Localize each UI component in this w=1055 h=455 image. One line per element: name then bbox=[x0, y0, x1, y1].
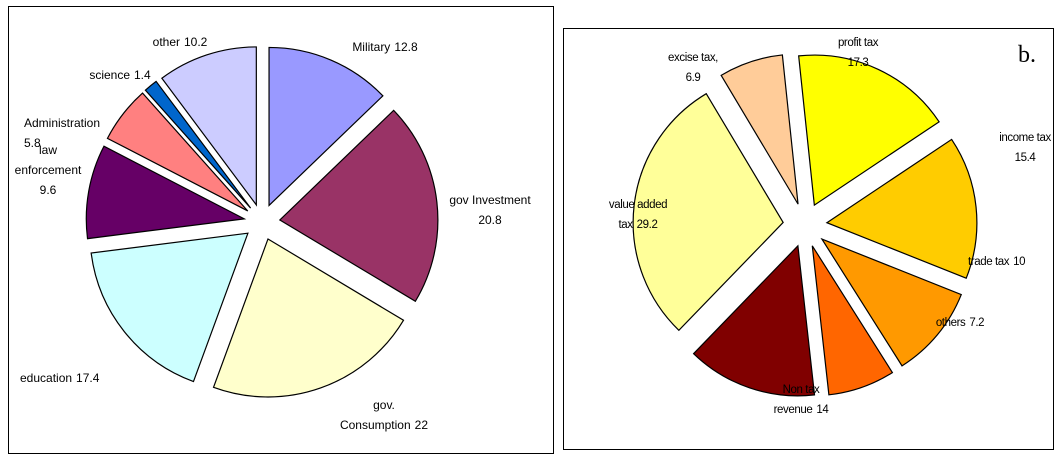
slice-label: science 1.4 bbox=[70, 65, 170, 85]
slice-category: trade tax bbox=[968, 256, 1010, 268]
pie-slice bbox=[632, 92, 784, 332]
slice-value: 17.3 bbox=[847, 57, 869, 69]
slice-label: Military 12.8 bbox=[330, 37, 440, 57]
pie-slice bbox=[798, 54, 940, 207]
slice-label: Non tax revenue 14 bbox=[765, 380, 837, 420]
right-frame bbox=[563, 28, 1054, 450]
slice-label: excise tax, 6.9 bbox=[650, 48, 736, 88]
slice-category: others bbox=[935, 317, 966, 329]
slice-value: 29.2 bbox=[636, 219, 658, 231]
pie-slice bbox=[825, 138, 978, 279]
pie-slice bbox=[811, 245, 894, 396]
slice-value: 20.8 bbox=[478, 213, 502, 227]
slice-value: 12.8 bbox=[394, 40, 418, 54]
slice-value: 14 bbox=[816, 404, 829, 416]
slice-label: gov. Consumption 22 bbox=[338, 395, 430, 435]
slice-value: 9.6 bbox=[39, 183, 57, 197]
pie-slice bbox=[85, 145, 247, 240]
slice-label: others 7.2 bbox=[915, 313, 1005, 333]
pie-slice bbox=[212, 238, 405, 398]
slice-value: 17.4 bbox=[76, 371, 100, 385]
slice-label: gov Investment 20.8 bbox=[430, 190, 550, 230]
slice-category: Administration bbox=[24, 116, 101, 130]
slice-category: gov Investment bbox=[449, 193, 531, 207]
slice-label: profit tax 17.3 bbox=[815, 33, 901, 73]
slice-value: 15.4 bbox=[1014, 152, 1036, 164]
pie-slice bbox=[161, 46, 257, 207]
slice-category: education bbox=[20, 371, 73, 385]
slice-label: Administration 5.8 bbox=[24, 113, 124, 153]
left-frame bbox=[8, 6, 554, 454]
slice-category: gov. Consumption bbox=[339, 398, 411, 432]
pie-slice bbox=[692, 244, 816, 397]
slice-value: 10 bbox=[1013, 256, 1026, 268]
slice-category: other bbox=[152, 35, 180, 49]
slice-label: law enforcement 9.6 bbox=[8, 140, 88, 200]
slice-value: 22 bbox=[414, 418, 429, 432]
slice-category: excise tax, bbox=[668, 52, 718, 64]
pie-slice bbox=[820, 237, 963, 367]
pie-slice bbox=[720, 54, 799, 205]
slice-label: trade tax 10 bbox=[968, 252, 1055, 272]
slice-category: income tax bbox=[999, 132, 1051, 144]
slice-value: 10.2 bbox=[184, 35, 208, 49]
slice-value: 1.4 bbox=[134, 68, 151, 82]
slice-label: education 17.4 bbox=[20, 368, 130, 388]
pie-slice bbox=[278, 109, 439, 303]
panel-label: b. bbox=[1018, 42, 1036, 68]
slice-category: Military bbox=[352, 40, 391, 54]
slice-category: profit tax bbox=[837, 37, 879, 49]
slice-value: 6.9 bbox=[685, 72, 701, 84]
slice-label: value added tax 29.2 bbox=[600, 195, 676, 235]
slice-category: science bbox=[89, 68, 130, 82]
pie-slice bbox=[144, 80, 252, 209]
pie-slice bbox=[268, 46, 384, 207]
slice-category: value added tax bbox=[608, 199, 668, 231]
pie-slice bbox=[106, 92, 249, 212]
slice-category: Non tax revenue bbox=[773, 384, 820, 416]
slice-value: 7.2 bbox=[969, 317, 985, 329]
slice-label: other 10.2 bbox=[130, 32, 230, 52]
slice-category: law enforcement bbox=[14, 143, 82, 177]
slice-value: 5.8 bbox=[24, 136, 41, 150]
pie-slice bbox=[90, 232, 249, 383]
slice-label: income tax 15.4 bbox=[975, 128, 1055, 168]
